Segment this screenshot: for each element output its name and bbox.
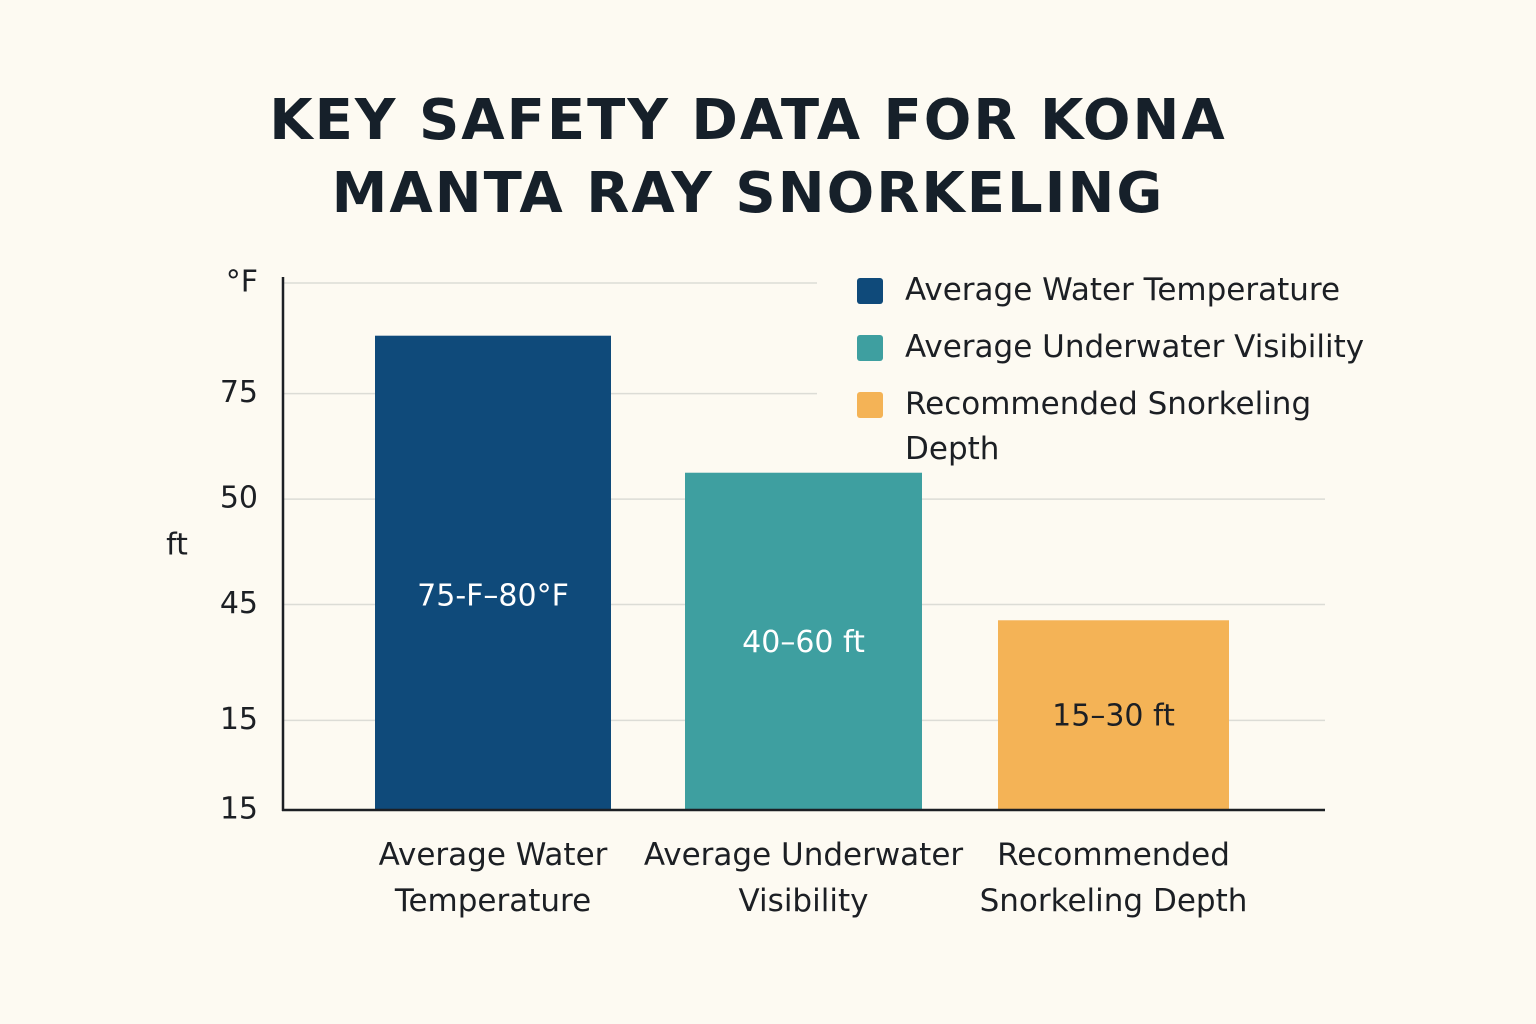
value-label: 40–60 ft bbox=[742, 625, 865, 660]
y-axis-label: ft bbox=[166, 528, 188, 563]
x-tick-label: Recommended Snorkeling Depth bbox=[979, 837, 1248, 919]
legend-swatch bbox=[857, 335, 883, 361]
legend-label: Average Underwater Visibility bbox=[905, 329, 1365, 365]
x-tick-label: Average Underwater Visibility bbox=[643, 837, 964, 919]
bar bbox=[685, 472, 922, 810]
legend-label: Recommended Snorkeling Depth bbox=[905, 386, 1312, 467]
legend-swatch bbox=[857, 278, 883, 304]
chart-title: KEY SAFETY DATA FOR KONA MANTA RAY SNORK… bbox=[269, 88, 1227, 226]
bar bbox=[375, 335, 611, 810]
value-label: 75-F–80°F bbox=[417, 578, 569, 613]
y-tick-label: 15 bbox=[220, 792, 258, 827]
y-tick-label: 75 bbox=[220, 375, 258, 410]
y-tick-label: 45 bbox=[220, 586, 258, 621]
y-tick-label: °F bbox=[226, 265, 258, 300]
y-tick-label: 50 bbox=[220, 481, 258, 516]
legend-swatch bbox=[857, 392, 883, 418]
bar bbox=[998, 620, 1229, 810]
value-label: 15–30 ft bbox=[1052, 699, 1175, 734]
y-tick-label: 15 bbox=[220, 702, 258, 737]
legend-label: Average Water Temperature bbox=[905, 272, 1341, 308]
x-tick-label: Average Water Temperature bbox=[378, 837, 608, 919]
